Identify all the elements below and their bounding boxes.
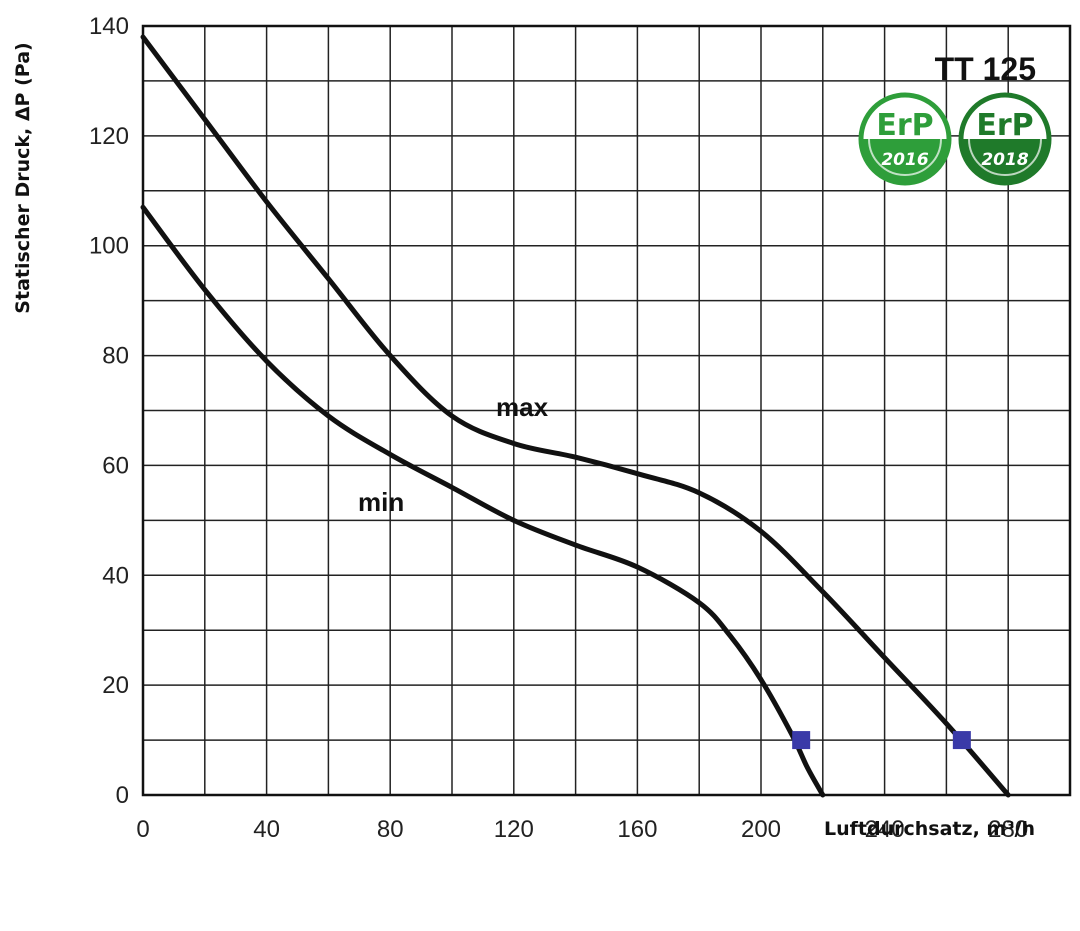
y-tick-label: 120: [89, 123, 129, 150]
badge-label: ErP: [976, 108, 1033, 143]
erp-2016-badge: ErP 2016: [858, 92, 952, 186]
operating-point-markers: [792, 731, 971, 750]
x-tick-label: 200: [741, 816, 781, 843]
x-tick-label: 160: [617, 816, 657, 843]
plot-frame: [141, 24, 1072, 797]
x-tick-label: 280: [988, 816, 1028, 843]
curve-min: [140, 204, 826, 798]
x-tick-label: 0: [136, 816, 149, 843]
y-tick-label: 0: [116, 782, 129, 809]
y-axis-title: Statischer Druck, ΔP (Pa): [12, 42, 34, 313]
curves: [140, 34, 1011, 798]
y-tick-label: 60: [102, 452, 129, 479]
x-tick-label: 240: [865, 816, 905, 843]
x-tick-label: 40: [253, 816, 280, 843]
curve-max: [140, 34, 1011, 798]
badge-year: 2016: [881, 150, 928, 170]
badge-label: ErP: [876, 108, 933, 143]
y-tick-label: 20: [102, 672, 129, 699]
y-tick-labels: 0 20 40 60 80 100 120 140: [89, 13, 129, 809]
y-tick-label: 140: [89, 13, 129, 40]
marker-max: [952, 731, 971, 750]
model-title: TT 125: [935, 51, 1036, 87]
y-tick-label: 80: [102, 343, 129, 370]
x-tick-label: 80: [377, 816, 404, 843]
y-tick-label: 40: [102, 562, 129, 589]
marker-min: [792, 731, 811, 750]
series-label-max: max: [496, 392, 549, 422]
x-tick-labels: 0 40 80 120 160 200 240 280: [136, 816, 1028, 843]
series-label-min: min: [358, 487, 404, 517]
y-tick-label: 100: [89, 233, 129, 260]
x-axis-title: Luftdurchsatz, m³/h: [824, 818, 1035, 840]
badge-year: 2018: [981, 150, 1028, 170]
erp-2018-badge: ErP 2018: [958, 92, 1052, 186]
x-tick-label: 120: [494, 816, 534, 843]
